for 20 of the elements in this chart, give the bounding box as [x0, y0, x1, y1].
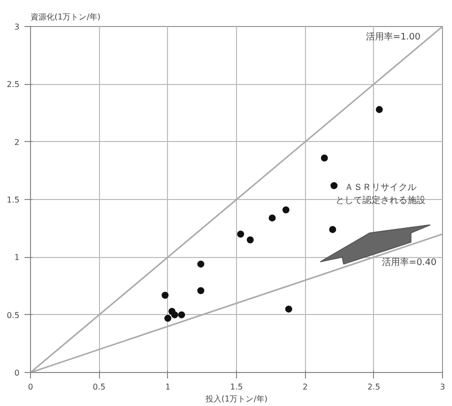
- x-tick-label: 1: [165, 382, 170, 392]
- annotation: ＡＳＲリサイクル: [344, 182, 417, 193]
- x-axis-title: 投入(1万トン/年): [204, 394, 268, 404]
- y-tick-label: 1: [14, 253, 20, 262]
- x-tick-label: 2: [302, 382, 308, 392]
- y-tick-label: 0.5: [6, 310, 20, 320]
- y-tick-label: 3: [14, 22, 20, 32]
- x-tick-label: 3: [440, 382, 446, 392]
- y-tick-label: 0: [14, 368, 20, 378]
- x-tick-label: 0: [28, 382, 34, 392]
- y-tick-label: 1.5: [6, 196, 20, 204]
- annotation: として認定される施設: [336, 194, 426, 206]
- x-tick-label: 1.5: [230, 382, 243, 392]
- chart-title: 資源化(1万トン/年): [30, 12, 101, 22]
- y-tick-label: 2.5: [6, 80, 20, 90]
- x-tick-label: 2.5: [367, 382, 380, 392]
- series-label: 活用率=0.40: [382, 257, 437, 268]
- series-label: 活用率=1.00: [366, 32, 421, 42]
- x-tick-label: 0.5: [92, 382, 106, 392]
- y-tick-label: 2: [14, 138, 20, 147]
